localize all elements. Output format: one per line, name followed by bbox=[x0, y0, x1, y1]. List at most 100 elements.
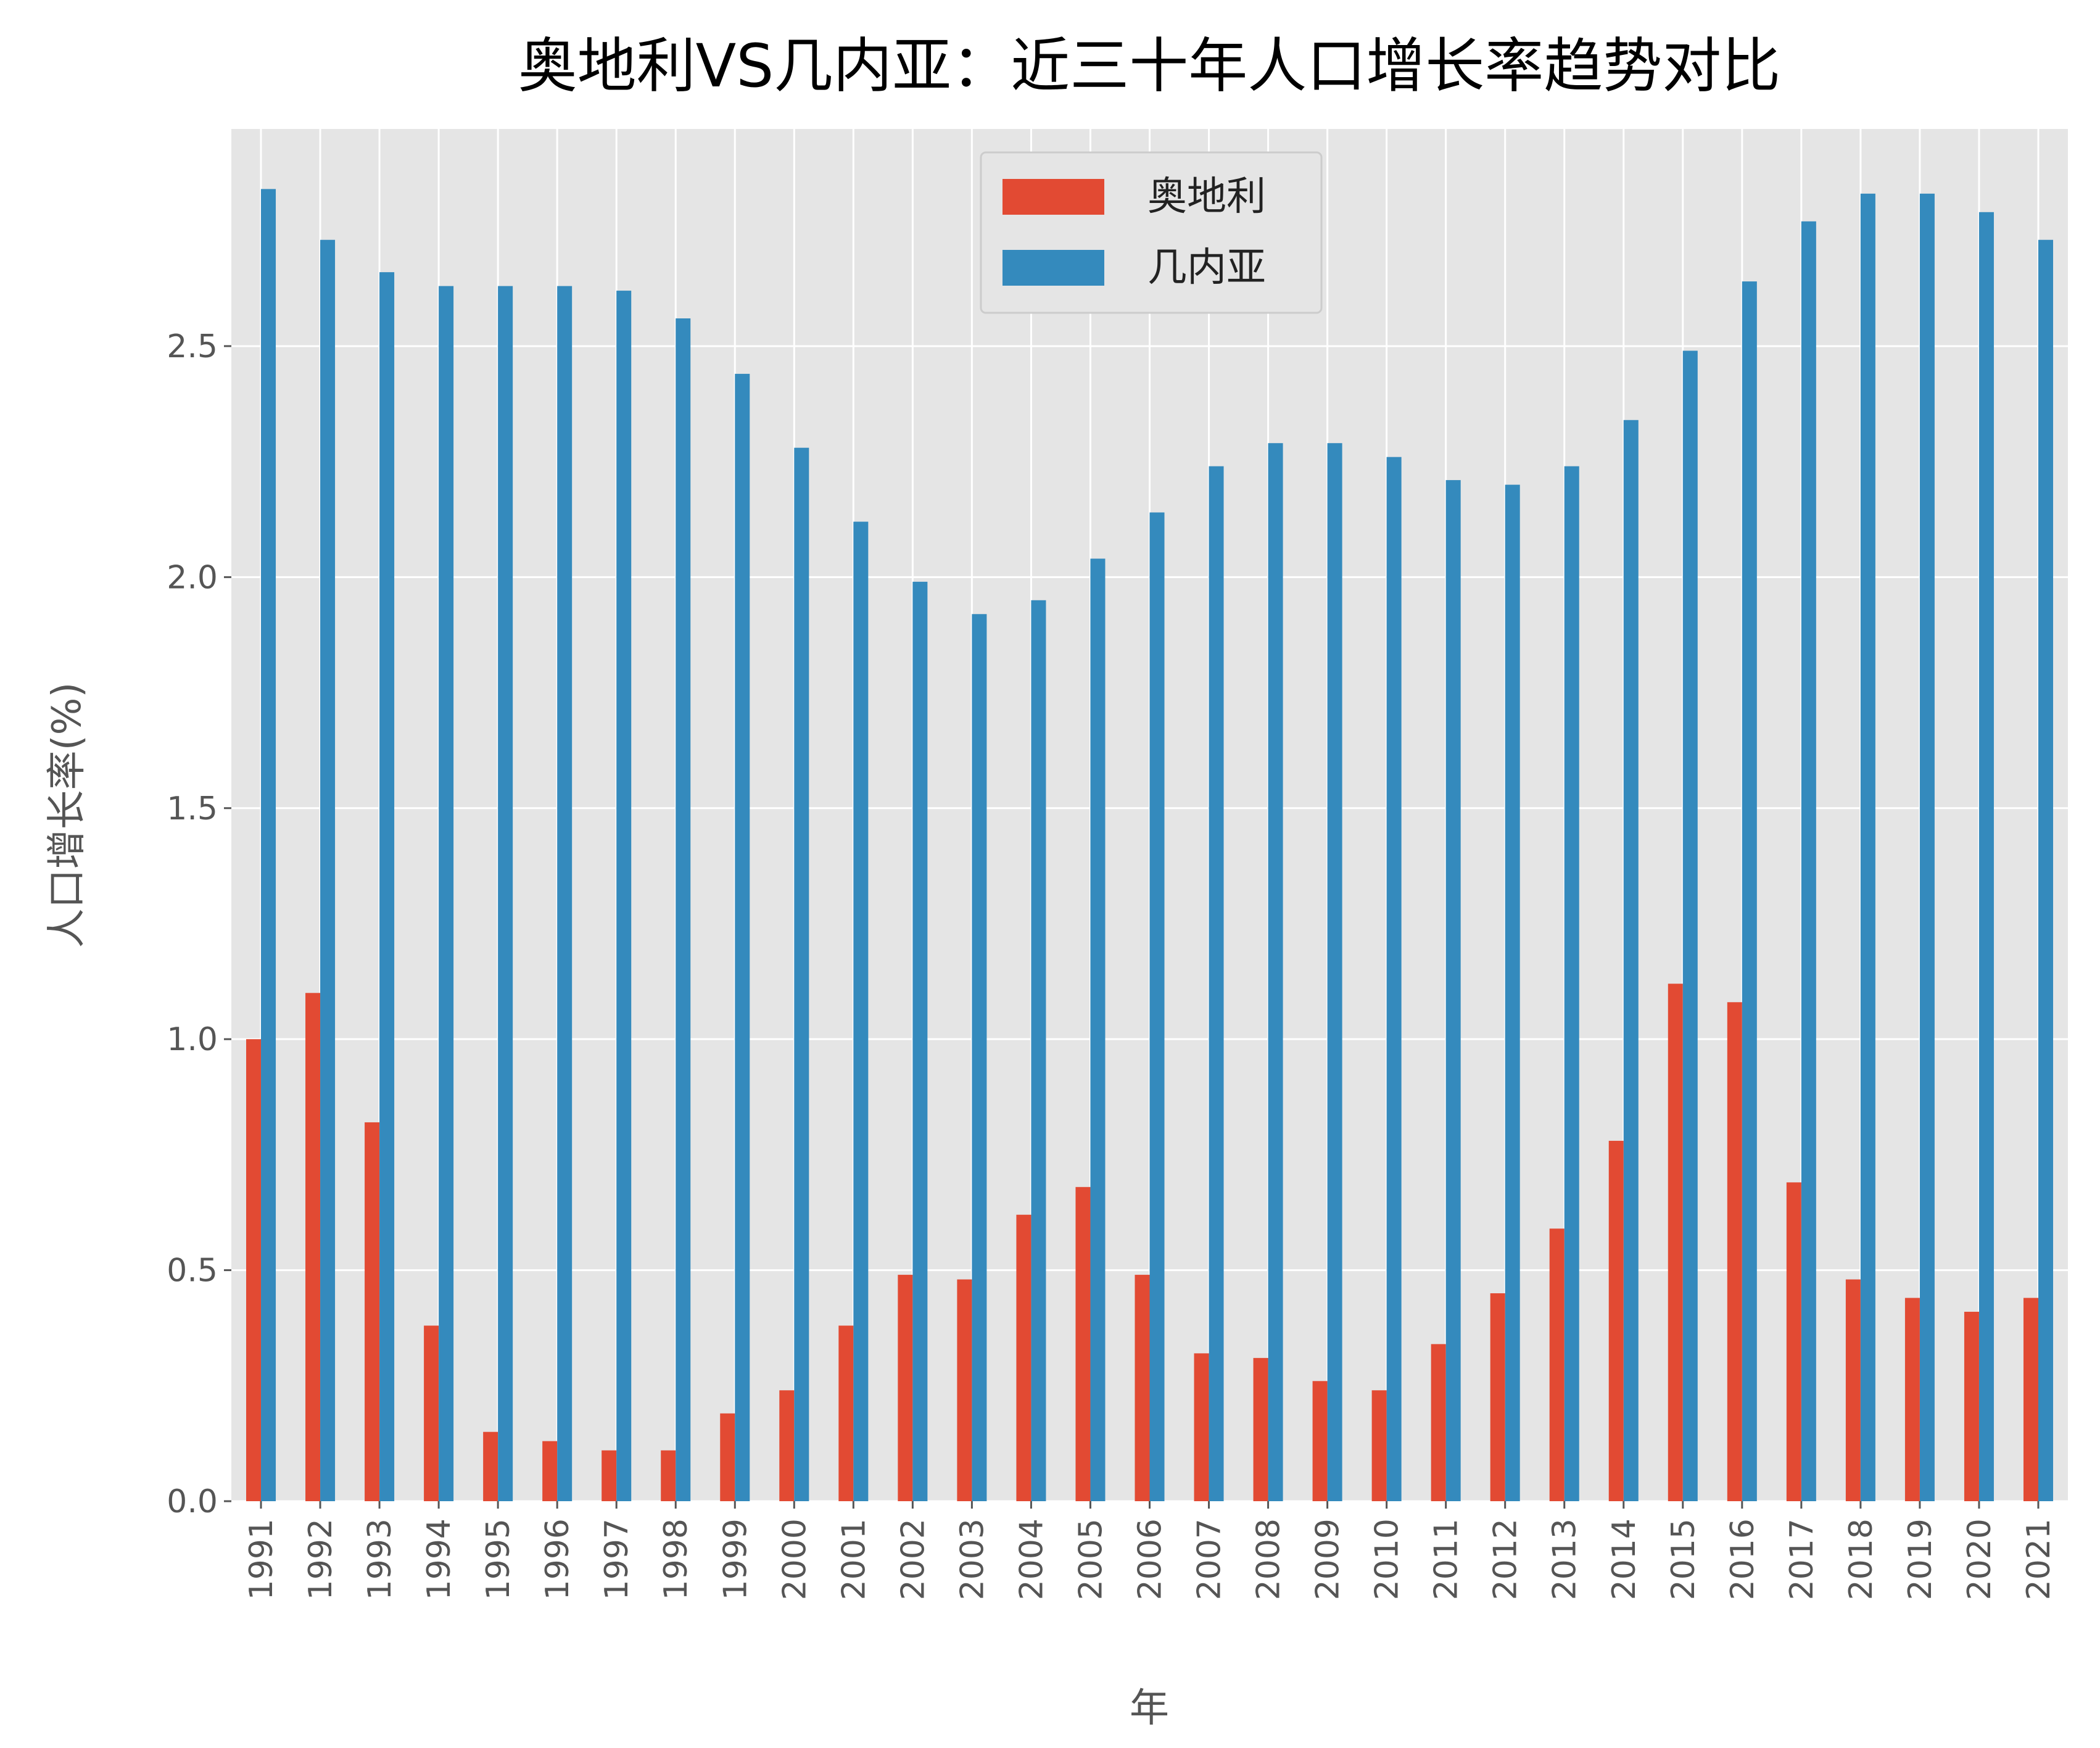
bar-奥地利-1999 bbox=[720, 1413, 735, 1501]
bar-奥地利-2002 bbox=[898, 1275, 913, 1501]
bar-奥地利-1997 bbox=[601, 1450, 617, 1501]
chart-title: 奥地利VS几内亚：近三十年人口增长率趋势对比 bbox=[518, 31, 1781, 101]
bar-奥地利-2017 bbox=[1786, 1182, 1801, 1501]
bar-几内亚-1993 bbox=[379, 272, 395, 1502]
x-tick-label: 2000 bbox=[776, 1518, 813, 1600]
bar-几内亚-1994 bbox=[439, 286, 454, 1501]
bar-奥地利-2007 bbox=[1194, 1353, 1209, 1501]
bar-奥地利-1998 bbox=[661, 1450, 676, 1501]
bar-奥地利-2018 bbox=[1845, 1279, 1861, 1501]
legend: 奥地利 几内亚 bbox=[980, 151, 1323, 314]
x-tick-label: 2014 bbox=[1606, 1518, 1643, 1600]
x-tick-label: 2020 bbox=[1961, 1518, 1998, 1600]
bar-几内亚-2021 bbox=[2038, 239, 2053, 1501]
legend-label-guinea: 几内亚 bbox=[1147, 245, 1266, 291]
x-tick-label: 2008 bbox=[1250, 1518, 1288, 1600]
bar-几内亚-1998 bbox=[676, 318, 691, 1501]
x-tick-label: 2013 bbox=[1547, 1518, 1584, 1600]
bar-几内亚-2001 bbox=[853, 521, 869, 1501]
x-tick-label: 2015 bbox=[1665, 1518, 1702, 1600]
x-tick-label: 1998 bbox=[658, 1518, 695, 1600]
legend-swatch-austria bbox=[1002, 179, 1104, 215]
x-tick-label: 2017 bbox=[1784, 1518, 1821, 1600]
bar-奥地利-2008 bbox=[1253, 1357, 1268, 1501]
bar-几内亚-1999 bbox=[735, 373, 750, 1501]
x-tick-label: 2010 bbox=[1369, 1518, 1406, 1600]
bar-几内亚-2014 bbox=[1623, 420, 1639, 1501]
y-tick-label: 0.5 bbox=[167, 1253, 218, 1290]
x-tick-label: 2007 bbox=[1191, 1518, 1228, 1600]
x-tick-label: 1999 bbox=[717, 1518, 754, 1600]
bar-几内亚-2002 bbox=[912, 581, 928, 1501]
x-tick-label: 2016 bbox=[1724, 1518, 1761, 1600]
bar-奥地利-2019 bbox=[1904, 1298, 1920, 1501]
bar-奥地利-2005 bbox=[1075, 1187, 1091, 1501]
y-tick-label: 2.0 bbox=[167, 559, 218, 596]
bar-几内亚-2009 bbox=[1327, 443, 1342, 1501]
bar-奥地利-2004 bbox=[1016, 1214, 1031, 1501]
bar-几内亚-2018 bbox=[1860, 193, 1875, 1502]
x-tick-label: 2003 bbox=[954, 1518, 991, 1600]
x-tick-label: 1996 bbox=[539, 1518, 576, 1600]
bar-几内亚-2005 bbox=[1090, 558, 1106, 1501]
bar-奥地利-1996 bbox=[542, 1441, 558, 1501]
y-tick-label: 1.0 bbox=[167, 1021, 218, 1058]
y-tick-label: 2.5 bbox=[167, 328, 218, 365]
bar-几内亚-1991 bbox=[261, 189, 276, 1502]
bar-几内亚-2006 bbox=[1149, 512, 1165, 1501]
bar-几内亚-2008 bbox=[1268, 443, 1283, 1501]
x-tick-label: 1993 bbox=[362, 1518, 399, 1600]
bar-几内亚-2010 bbox=[1386, 457, 1402, 1501]
bar-奥地利-2020 bbox=[1964, 1311, 1979, 1501]
bar-奥地利-2012 bbox=[1490, 1293, 1505, 1501]
bar-几内亚-2020 bbox=[1978, 212, 1994, 1502]
bar-奥地利-1995 bbox=[483, 1431, 498, 1501]
x-tick-label: 2021 bbox=[2020, 1518, 2057, 1600]
legend-swatch-guinea bbox=[1002, 250, 1104, 286]
bar-几内亚-2015 bbox=[1682, 350, 1698, 1501]
bar-奥地利-2010 bbox=[1371, 1390, 1387, 1501]
x-tick-label: 2002 bbox=[895, 1518, 932, 1600]
bar-奥地利-2015 bbox=[1668, 984, 1683, 1501]
bar-几内亚-2007 bbox=[1209, 466, 1224, 1502]
bar-奥地利-2021 bbox=[2023, 1298, 2038, 1501]
bar-奥地利-2000 bbox=[779, 1390, 795, 1501]
y-axis-label: 人口增长率(%) bbox=[44, 682, 90, 948]
bar-几内亚-2004 bbox=[1031, 600, 1046, 1501]
bar-奥地利-2014 bbox=[1608, 1140, 1624, 1501]
bar-几内亚-2011 bbox=[1445, 480, 1461, 1501]
bar-几内亚-1996 bbox=[557, 286, 573, 1501]
x-tick-label: 2009 bbox=[1310, 1518, 1347, 1600]
bar-奥地利-2011 bbox=[1431, 1344, 1446, 1501]
bar-奥地利-1992 bbox=[305, 993, 321, 1501]
bar-奥地利-2016 bbox=[1727, 1002, 1742, 1501]
x-tick-label: 2019 bbox=[1902, 1518, 1939, 1600]
bar-奥地利-2013 bbox=[1549, 1228, 1565, 1501]
bar-奥地利-2003 bbox=[957, 1279, 972, 1501]
bar-几内亚-2000 bbox=[794, 447, 809, 1501]
x-tick-label: 2012 bbox=[1487, 1518, 1524, 1600]
bar-奥地利-2009 bbox=[1312, 1381, 1328, 1501]
bar-几内亚-2013 bbox=[1564, 466, 1579, 1502]
bar-奥地利-1991 bbox=[246, 1039, 262, 1501]
x-ticks: 1991 1992 1993 1994 1995 1996 1997 1998 1999 2000… bbox=[243, 1501, 2057, 1600]
bar-几内亚-2017 bbox=[1801, 221, 1816, 1501]
x-axis-label: 年 bbox=[1130, 1686, 1169, 1731]
x-tick-label: 1997 bbox=[598, 1518, 635, 1600]
bar-奥地利-2001 bbox=[838, 1325, 854, 1501]
y-tick-label: 0.0 bbox=[167, 1483, 218, 1520]
x-tick-label: 2005 bbox=[1072, 1518, 1109, 1600]
x-tick-label: 2001 bbox=[835, 1518, 872, 1600]
bar-几内亚-1997 bbox=[616, 291, 632, 1502]
x-tick-label: 1991 bbox=[243, 1518, 280, 1600]
bar-几内亚-2019 bbox=[1919, 193, 1935, 1502]
bar-几内亚-2003 bbox=[972, 614, 987, 1501]
bars bbox=[246, 189, 2053, 1502]
legend-label-austria: 奥地利 bbox=[1147, 174, 1266, 220]
bar-几内亚-1995 bbox=[498, 286, 513, 1501]
x-tick-label: 1992 bbox=[302, 1518, 339, 1600]
x-tick-label: 2004 bbox=[1013, 1518, 1050, 1600]
x-tick-label: 2018 bbox=[1843, 1518, 1880, 1600]
y-tick-label: 1.5 bbox=[167, 790, 218, 827]
